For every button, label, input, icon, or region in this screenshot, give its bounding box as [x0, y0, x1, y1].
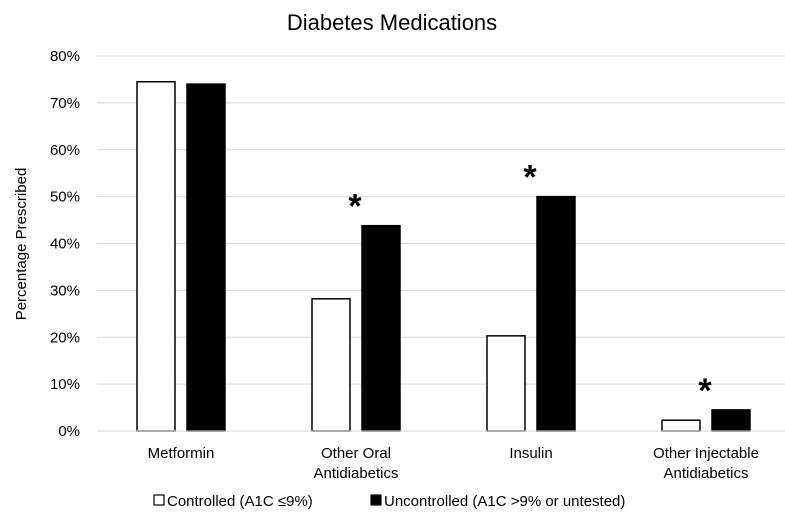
- y-tick-label: 30%: [50, 282, 80, 299]
- chart-title: Diabetes Medications: [287, 10, 497, 35]
- bar-controlled: [486, 335, 526, 432]
- y-tick-label: 40%: [50, 236, 80, 253]
- significance-star: *: [523, 159, 537, 197]
- category-label: Antidiabetics: [313, 465, 398, 482]
- legend-swatch-controlled: [153, 494, 165, 506]
- legend-label-uncontrolled: Uncontrolled (A1C >9% or untested): [384, 493, 625, 510]
- bar-controlled: [136, 81, 176, 432]
- category-label: Insulin: [509, 445, 552, 462]
- bar-uncontrolled: [711, 409, 751, 432]
- significance-star: *: [348, 188, 362, 226]
- bar-uncontrolled: [536, 195, 576, 432]
- legend-swatch-uncontrolled: [370, 494, 382, 506]
- category-label: Other Oral: [321, 445, 391, 462]
- y-axis-ticks: 0% 10% 20% 30% 40% 50% 60% 70% 80%: [50, 48, 80, 440]
- category-label: Other Injectable: [653, 445, 759, 462]
- y-tick-label: 0%: [58, 423, 80, 440]
- bar-uncontrolled: [361, 224, 401, 432]
- significance-markers: * * *: [348, 159, 712, 410]
- legend: Controlled (A1C ≤9%) Uncontrolled (A1C >9…: [153, 493, 625, 510]
- y-tick-label: 20%: [50, 329, 80, 346]
- bar-controlled: [661, 419, 701, 432]
- y-axis-label: Percentage Prescribed: [13, 168, 30, 321]
- bar-uncontrolled: [186, 83, 226, 432]
- category-label: Metformin: [148, 445, 215, 462]
- bars: [136, 81, 751, 432]
- y-tick-label: 50%: [50, 189, 80, 206]
- legend-label-controlled: Controlled (A1C ≤9%): [167, 493, 313, 510]
- x-axis-categories: Metformin Other Oral Antidiabetics Insulin O…: [148, 445, 759, 482]
- y-tick-label: 70%: [50, 95, 80, 112]
- bar-controlled: [311, 298, 351, 432]
- y-tick-label: 80%: [50, 48, 80, 65]
- category-label: Antidiabetics: [663, 465, 748, 482]
- y-tick-label: 60%: [50, 142, 80, 159]
- significance-star: *: [698, 372, 712, 410]
- y-tick-label: 10%: [50, 376, 80, 393]
